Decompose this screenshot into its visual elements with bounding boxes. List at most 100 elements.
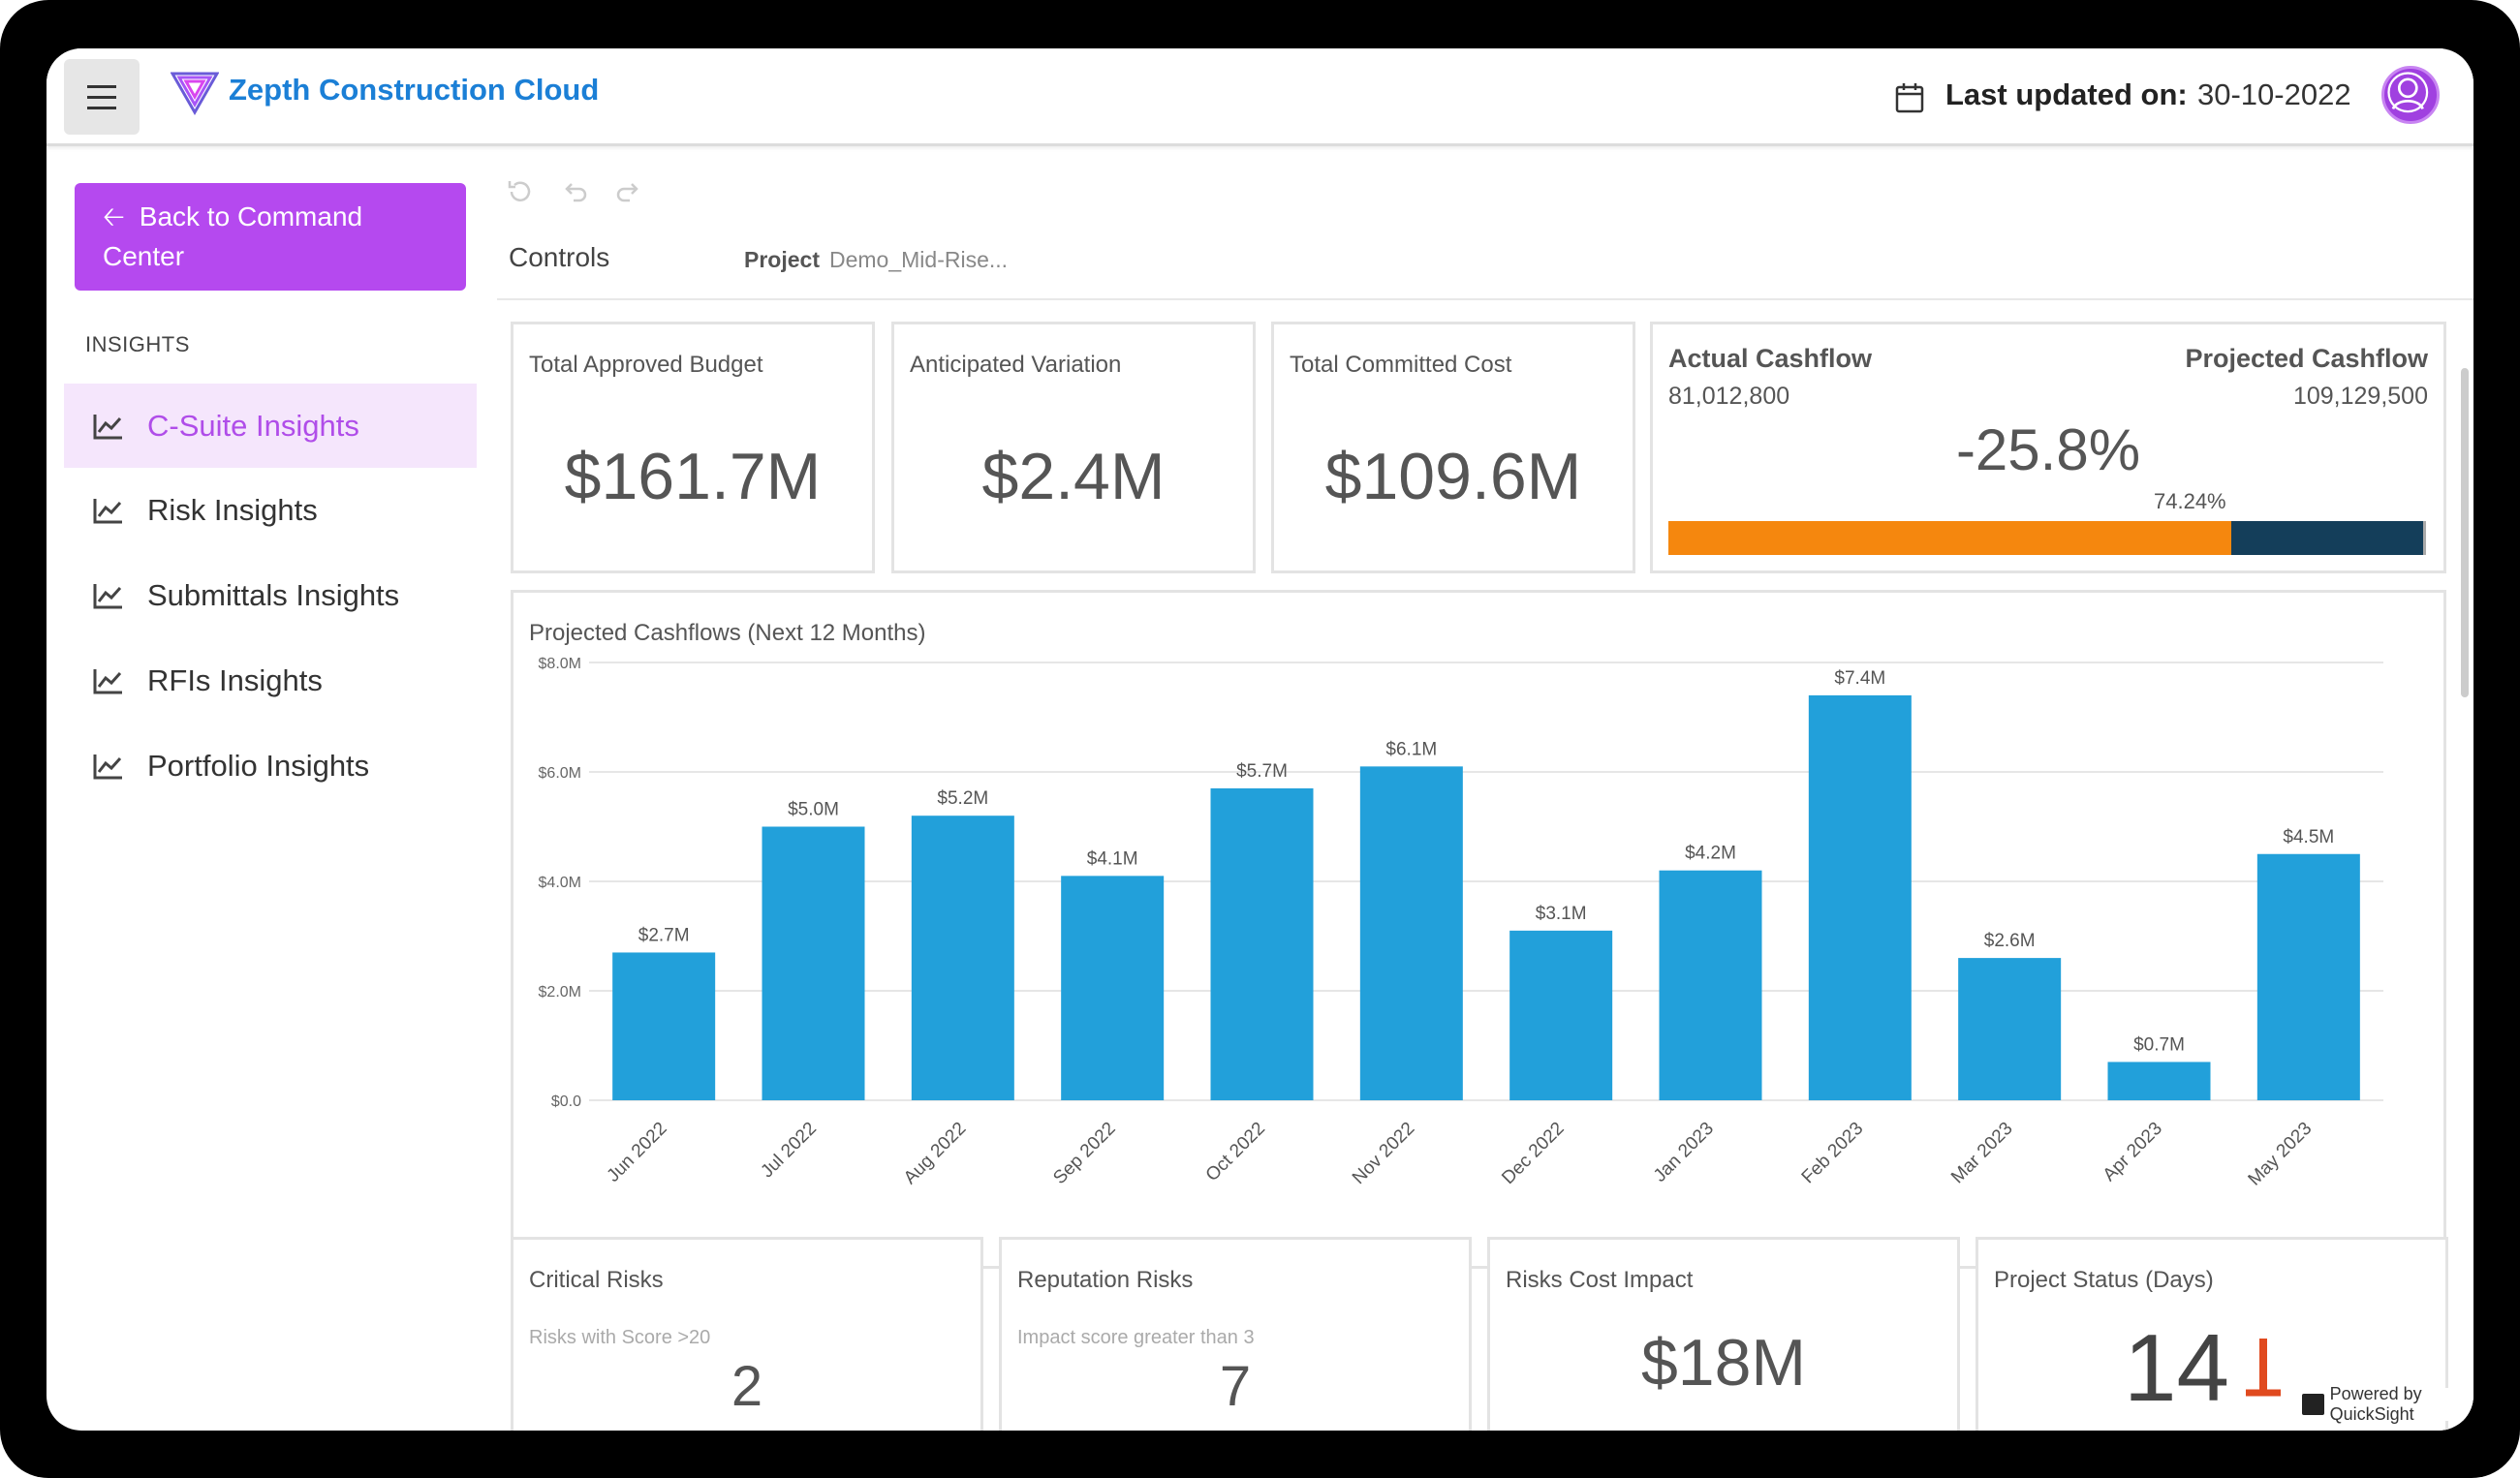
y-tick-label: $6.0M [539, 765, 581, 782]
x-tick-label: Jan 2023 [1650, 1119, 1718, 1186]
y-tick-label: $4.0M [539, 875, 581, 891]
menu-line [87, 106, 116, 109]
sidebar-item-risk-insights[interactable]: Risk Insights [64, 468, 477, 552]
project-value[interactable]: Demo_Mid-Rise... [829, 247, 1009, 272]
x-tick-label: Aug 2022 [900, 1119, 970, 1188]
x-tick-label: Nov 2022 [1349, 1119, 1418, 1188]
sidebar-item-label: Portfolio Insights [147, 748, 370, 783]
bar[interactable] [911, 816, 1014, 1100]
cashflow-card: Actual Cashflow 81,012,800 Projected Cas… [1650, 322, 2446, 573]
x-tick-label: Sep 2022 [1049, 1119, 1119, 1188]
card-value: 7 [1219, 1355, 1252, 1418]
chevron-down-icon[interactable] [2471, 238, 2473, 267]
line-chart-icon [93, 414, 122, 439]
line-chart-icon [93, 754, 122, 779]
card-subtitle: Risks with Score >20 [529, 1327, 711, 1348]
app-title: Zepth Construction Cloud [229, 73, 600, 107]
calendar-icon [1895, 83, 1924, 113]
actual-cashflow-label: Actual Cashflow [1668, 344, 1873, 373]
project-label: Project [744, 247, 820, 272]
x-tick-label: Feb 2023 [1798, 1119, 1868, 1188]
cashflow-progress-bar [1668, 521, 2426, 555]
bar[interactable] [612, 952, 716, 1100]
insights-section-title: INSIGHTS [85, 332, 190, 356]
line-chart-icon [93, 498, 122, 523]
undo-icon[interactable] [560, 177, 589, 206]
data-label: $7.4M [1834, 668, 1885, 689]
data-label: $4.2M [1685, 844, 1736, 864]
bar[interactable] [2107, 1062, 2211, 1100]
kpi-card-anticipated-variation: Anticipated Variation $2.4M [891, 322, 1256, 573]
y-tick-label: $8.0M [539, 656, 581, 672]
data-label: $2.7M [638, 925, 690, 945]
x-tick-label: Apr 2023 [2100, 1119, 2166, 1185]
bar[interactable] [2256, 853, 2360, 1100]
user-icon [2387, 72, 2429, 113]
sidebar-item-label: RFIs Insights [147, 662, 323, 697]
line-chart-icon [93, 668, 122, 693]
reset-icon[interactable] [506, 177, 535, 206]
zepth-logo-icon [171, 72, 219, 116]
powered-by-label: Powered by QuickSight [2329, 1384, 2422, 1424]
data-label: $5.2M [937, 788, 988, 809]
card-value: 2 [731, 1355, 763, 1418]
x-tick-label: Jun 2022 [604, 1119, 671, 1186]
last-updated-label: Last updated on: [1945, 77, 2188, 111]
redo-icon[interactable] [614, 177, 643, 206]
powered-by-quicksight-badge[interactable]: Powered by QuickSight [2294, 1384, 2473, 1424]
menu-line [87, 84, 116, 88]
sidebar-item-label: Submittals Insights [147, 577, 400, 612]
projected-cashflows-chart-card: Projected Cashflows (Next 12 Months) $0.… [511, 590, 2446, 1269]
sidebar-item-rfis-insights[interactable]: RFIs Insights [64, 638, 477, 723]
cashflow-progress-label: 74.24% [2154, 489, 2226, 513]
kpi-value: $109.6M [1324, 440, 1582, 513]
bar[interactable] [1061, 876, 1165, 1100]
quicksight-icon [2302, 1394, 2324, 1415]
data-label: $3.1M [1536, 904, 1587, 924]
x-tick-label: Mar 2023 [1947, 1119, 2017, 1188]
back-button-label: Back to Command Center [103, 201, 363, 271]
chart-title: Projected Cashflows (Next 12 Months) [529, 620, 926, 646]
x-tick-label: May 2023 [2245, 1119, 2317, 1190]
card-title: Project Status (Days) [1994, 1267, 2214, 1293]
sidebar-item-submittals-insights[interactable]: Submittals Insights [64, 553, 477, 637]
card-title: Critical Risks [529, 1267, 664, 1293]
arrow-left-icon: 🡠 [103, 201, 125, 231]
top-bar: Zepth Construction Cloud Last updated on… [47, 48, 2473, 146]
y-tick-label: $0.0 [551, 1093, 581, 1110]
controls-bar[interactable]: Controls Project Demo_Mid-Rise... [497, 232, 2473, 300]
data-label: $5.7M [1236, 761, 1288, 782]
bar[interactable] [1210, 787, 1314, 1100]
projected-cashflows-bar-chart: $0.0 $2.0M $4.0M $6.0M $8.0M $2.7M Jun 2022 $5.… [539, 656, 2383, 1190]
arrow-down-icon [2246, 1339, 2281, 1397]
line-chart-icon [93, 583, 122, 608]
bar[interactable] [1509, 930, 1613, 1100]
x-tick-label: Jul 2022 [757, 1119, 821, 1183]
bar[interactable] [1659, 870, 1762, 1100]
scrollbar[interactable] [2461, 368, 2469, 697]
back-to-command-center-button[interactable]: 🡠 Back to Command Center [75, 183, 466, 291]
bar[interactable] [762, 826, 865, 1101]
bar[interactable] [1958, 958, 2062, 1100]
card-value: 14 [2124, 1314, 2230, 1421]
actual-cashflow-value: 81,012,800 [1668, 383, 1790, 410]
app-screen: Zepth Construction Cloud Last updated on… [47, 48, 2473, 1431]
kpi-value: $2.4M [981, 440, 1166, 513]
sidebar-item-label: C-Suite Insights [147, 408, 359, 443]
bar[interactable] [1359, 766, 1463, 1100]
kpi-card-total-committed-cost: Total Committed Cost $109.6M [1271, 322, 1635, 573]
menu-button[interactable] [64, 59, 140, 135]
sidebar-item-portfolio-insights[interactable]: Portfolio Insights [64, 724, 477, 808]
user-avatar[interactable] [2381, 66, 2440, 124]
card-title: Reputation Risks [1017, 1267, 1194, 1293]
sidebar-item-label: Risk Insights [147, 492, 318, 527]
bar[interactable] [1808, 694, 1912, 1100]
card-title: Risks Cost Impact [1506, 1267, 1694, 1293]
x-tick-label: Oct 2022 [1202, 1119, 1269, 1185]
sidebar-item-c-suite-insights[interactable]: C-Suite Insights [64, 384, 477, 468]
critical-risks-card: Critical Risks Risks with Score >20 2 [511, 1237, 983, 1431]
card-value: $18M [1640, 1326, 1807, 1400]
cashflow-change: -25.8% [1955, 417, 2141, 482]
reputation-risks-card: Reputation Risks Impact score greater th… [999, 1237, 1472, 1431]
